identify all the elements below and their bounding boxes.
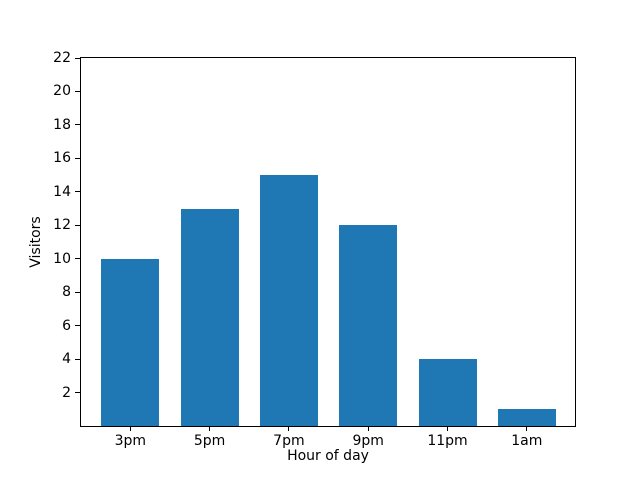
bar-11pm xyxy=(418,359,477,426)
y-tick-mark xyxy=(75,224,80,226)
y-tick-label: 6 xyxy=(62,317,71,334)
x-tick-mark xyxy=(526,426,528,431)
y-tick-mark xyxy=(75,258,80,260)
x-tick-mark xyxy=(209,426,211,431)
y-tick-label: 18 xyxy=(53,116,71,133)
y-tick-label: 10 xyxy=(53,250,71,267)
y-tick-mark xyxy=(75,291,80,293)
bar-5pm xyxy=(180,208,239,426)
y-tick-mark xyxy=(75,392,80,394)
x-tick-mark xyxy=(129,426,131,431)
bar-1am xyxy=(497,409,556,426)
y-tick-mark xyxy=(75,325,80,327)
y-tick-mark xyxy=(75,358,80,360)
x-tick-mark xyxy=(288,426,290,431)
x-axis-label: Hour of day xyxy=(287,448,369,464)
x-tick-mark xyxy=(367,426,369,431)
bar-3pm xyxy=(101,258,160,426)
x-tick-label: 7pm xyxy=(273,433,305,449)
y-tick-label: 20 xyxy=(53,83,71,100)
y-tick-label: 4 xyxy=(62,351,71,368)
y-tick-mark xyxy=(75,90,80,92)
x-tick-label: 11pm xyxy=(427,433,468,449)
y-tick-mark xyxy=(75,191,80,193)
x-tick-label: 1am xyxy=(511,433,543,449)
plot-area: 2 4 6 8 10 12 14 16 18 20 22 3pm 5pm 7pm 9pm 11pm 1am xyxy=(53,50,576,449)
x-tick-label: 9pm xyxy=(352,433,384,449)
x-tick-label: 3pm xyxy=(114,433,147,449)
x-tick-mark xyxy=(447,426,448,431)
x-tick-label: 5pm xyxy=(193,433,226,449)
bar-7pm xyxy=(259,175,318,426)
y-tick-label: 12 xyxy=(53,217,71,234)
y-tick-mark xyxy=(75,157,80,159)
y-tick-mark xyxy=(75,124,80,126)
y-tick-label: 8 xyxy=(62,284,71,301)
y-tick-label: 14 xyxy=(53,183,71,200)
bar-9pm xyxy=(339,225,398,426)
y-tick-label: 22 xyxy=(53,50,71,66)
y-tick-mark xyxy=(75,57,80,59)
y-tick-label: 16 xyxy=(53,150,71,167)
y-tick-label: 2 xyxy=(62,384,71,401)
